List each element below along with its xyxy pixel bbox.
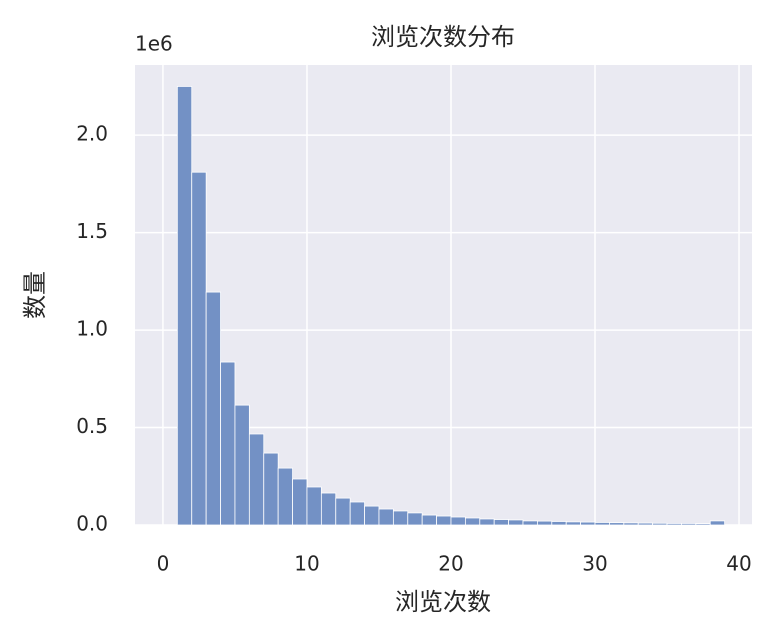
bar bbox=[681, 523, 697, 526]
y-tick-label: 0.5 bbox=[76, 414, 108, 438]
bar bbox=[666, 523, 682, 526]
y-tick-label: 2.0 bbox=[76, 122, 108, 146]
y-tick-label: 1.0 bbox=[76, 317, 108, 341]
bar bbox=[709, 520, 726, 526]
y-offset-label: 1e6 bbox=[135, 32, 173, 56]
bar bbox=[522, 520, 538, 526]
bar bbox=[349, 501, 365, 526]
bar bbox=[364, 505, 380, 526]
bar bbox=[306, 486, 322, 526]
x-tick-label: 20 bbox=[438, 552, 463, 576]
bar bbox=[695, 523, 711, 526]
y-tick-label: 1.5 bbox=[76, 219, 108, 243]
y-tick-label: 0.0 bbox=[76, 512, 108, 536]
bar bbox=[565, 521, 582, 526]
bar bbox=[392, 510, 409, 526]
bar bbox=[508, 519, 524, 526]
bar bbox=[220, 361, 236, 526]
bar bbox=[450, 516, 466, 526]
bar bbox=[277, 467, 293, 526]
bar bbox=[493, 519, 509, 526]
bar bbox=[191, 171, 207, 526]
bar bbox=[421, 514, 437, 526]
bar bbox=[652, 522, 668, 526]
bar bbox=[263, 452, 279, 526]
bar bbox=[479, 518, 495, 526]
bar bbox=[609, 522, 625, 526]
bar bbox=[580, 521, 596, 526]
bar bbox=[436, 515, 452, 526]
bar bbox=[537, 520, 553, 526]
bar bbox=[320, 492, 337, 526]
bar bbox=[637, 522, 654, 526]
bar bbox=[551, 521, 567, 526]
bar bbox=[248, 433, 265, 526]
bar bbox=[234, 404, 250, 526]
bar bbox=[292, 478, 308, 526]
bar bbox=[176, 86, 193, 526]
x-axis-label: 浏览次数 bbox=[395, 588, 491, 616]
bar bbox=[335, 497, 351, 526]
bar bbox=[464, 517, 481, 526]
bar bbox=[205, 291, 221, 526]
y-axis-label: 数量 bbox=[21, 271, 49, 319]
x-tick-label: 40 bbox=[726, 552, 751, 576]
x-tick-label: 10 bbox=[294, 552, 319, 576]
bar bbox=[378, 508, 394, 526]
bar bbox=[407, 512, 423, 526]
bar bbox=[623, 522, 639, 526]
x-tick-label: 30 bbox=[582, 552, 607, 576]
chart-title: 浏览次数分布 bbox=[371, 23, 515, 51]
bar bbox=[594, 522, 610, 526]
x-tick-label: 0 bbox=[157, 552, 170, 576]
